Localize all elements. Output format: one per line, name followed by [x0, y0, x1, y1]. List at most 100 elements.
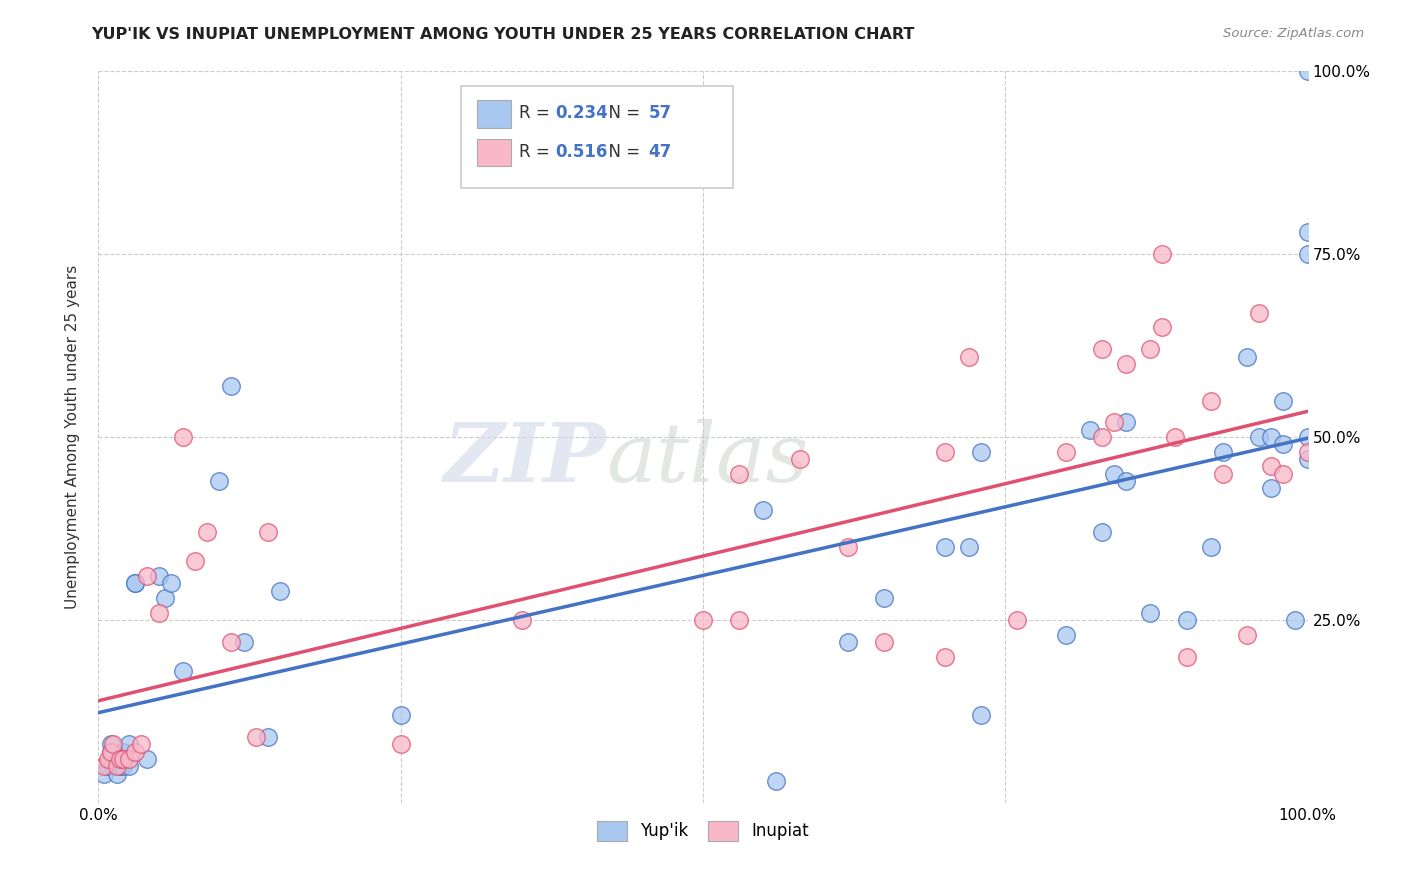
Point: [389, 708, 412, 723]
Point: [1152, 320, 1174, 334]
Point: [100, 745, 122, 759]
Point: [1296, 247, 1319, 261]
Point: [1296, 225, 1319, 239]
Point: [148, 606, 170, 620]
Point: [108, 759, 131, 773]
Point: [1296, 444, 1319, 458]
Text: R =: R =: [519, 143, 555, 161]
Point: [221, 635, 243, 649]
Point: [1091, 430, 1114, 444]
Point: [114, 752, 136, 766]
FancyBboxPatch shape: [477, 100, 510, 128]
Point: [118, 737, 141, 751]
Point: [957, 540, 980, 554]
Point: [752, 503, 775, 517]
Point: [1163, 430, 1185, 444]
Point: [111, 759, 134, 773]
Point: [1260, 481, 1282, 495]
Point: [124, 576, 146, 591]
Point: [1260, 459, 1282, 474]
Point: [160, 576, 183, 591]
Point: [1102, 467, 1125, 481]
Point: [837, 635, 859, 649]
Legend: Yup'ik, Inupiat: Yup'ik, Inupiat: [588, 813, 818, 849]
Point: [1115, 357, 1137, 371]
Point: [1236, 627, 1258, 641]
Text: YUP'IK VS INUPIAT UNEMPLOYMENT AMONG YOUTH UNDER 25 YEARS CORRELATION CHART: YUP'IK VS INUPIAT UNEMPLOYMENT AMONG YOU…: [91, 27, 915, 42]
Point: [789, 452, 811, 467]
Text: R =: R =: [519, 104, 555, 122]
Point: [105, 752, 128, 766]
Point: [1272, 393, 1295, 408]
Point: [837, 540, 859, 554]
Point: [873, 591, 896, 605]
Point: [970, 708, 993, 723]
Point: [1175, 613, 1198, 627]
Point: [1249, 430, 1271, 444]
Point: [1102, 416, 1125, 430]
Point: [1054, 444, 1077, 458]
Point: [1175, 649, 1198, 664]
Text: 0.234: 0.234: [555, 104, 609, 122]
Text: ZIP: ZIP: [444, 419, 606, 499]
Point: [389, 737, 412, 751]
Text: N =: N =: [598, 143, 645, 161]
Point: [1139, 343, 1161, 357]
Point: [101, 737, 124, 751]
Point: [105, 766, 128, 780]
Point: [1212, 444, 1234, 458]
Point: [93, 766, 115, 780]
Point: [100, 745, 122, 759]
Point: [256, 730, 278, 744]
FancyBboxPatch shape: [477, 138, 510, 167]
Y-axis label: Unemployment Among Youth under 25 years: Unemployment Among Youth under 25 years: [65, 265, 80, 609]
Point: [105, 759, 128, 773]
Point: [97, 759, 120, 773]
Point: [100, 752, 122, 766]
Point: [1296, 64, 1319, 78]
Point: [172, 664, 194, 678]
Point: [510, 613, 533, 627]
Point: [1139, 606, 1161, 620]
Text: N =: N =: [598, 104, 645, 122]
Point: [108, 752, 131, 766]
Point: [269, 583, 291, 598]
Point: [1199, 393, 1222, 408]
Point: [1296, 430, 1319, 444]
Point: [232, 635, 254, 649]
Point: [93, 759, 115, 773]
Point: [118, 752, 141, 766]
Point: [172, 430, 194, 444]
Point: [934, 540, 956, 554]
Point: [1054, 627, 1077, 641]
Point: [101, 759, 124, 773]
Point: [1115, 474, 1137, 488]
Point: [118, 759, 141, 773]
Point: [1115, 416, 1137, 430]
Point: [245, 730, 267, 744]
Point: [957, 350, 980, 364]
Point: [1272, 467, 1295, 481]
Point: [873, 635, 896, 649]
Point: [208, 474, 231, 488]
Point: [124, 745, 146, 759]
Point: [153, 591, 176, 605]
Text: 57: 57: [648, 104, 672, 122]
Point: [728, 613, 751, 627]
Point: [184, 554, 207, 568]
Point: [1296, 452, 1319, 467]
Point: [111, 752, 134, 766]
Text: 0.516: 0.516: [555, 143, 607, 161]
Point: [1236, 350, 1258, 364]
Point: [135, 569, 157, 583]
Point: [1091, 343, 1114, 357]
Point: [97, 752, 120, 766]
Text: Source: ZipAtlas.com: Source: ZipAtlas.com: [1223, 27, 1364, 40]
Point: [934, 444, 956, 458]
Point: [1260, 430, 1282, 444]
Point: [692, 613, 714, 627]
Point: [135, 752, 157, 766]
Point: [1272, 437, 1295, 451]
Text: atlas: atlas: [606, 419, 808, 499]
Point: [1199, 540, 1222, 554]
